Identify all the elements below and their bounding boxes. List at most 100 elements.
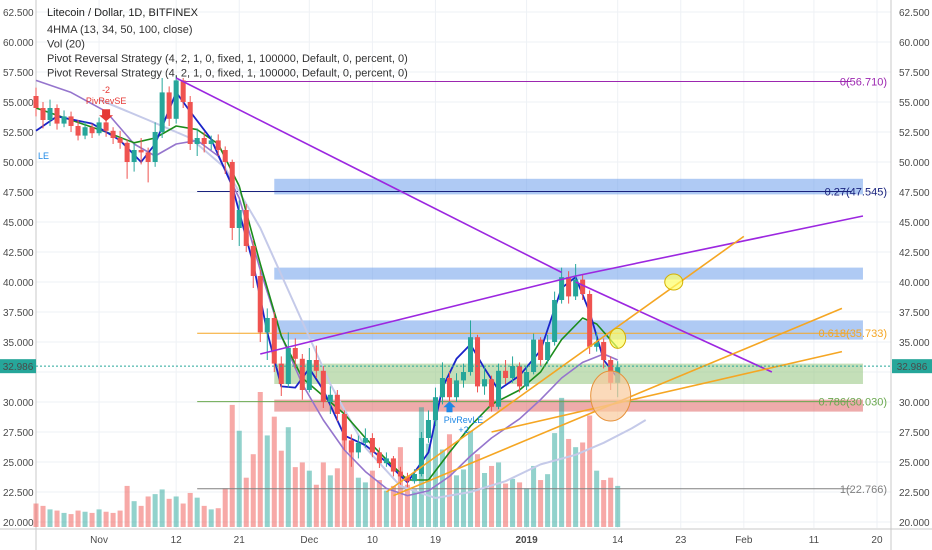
y-tick-label-right: 62.500 — [899, 8, 930, 19]
y-tick-label-right: 50.000 — [899, 158, 930, 169]
candle-body — [390, 458, 396, 472]
candle — [503, 360, 509, 384]
candle-body — [573, 279, 579, 297]
candle — [194, 128, 200, 156]
candle-body — [418, 438, 424, 474]
y-tick-label-left: 22.500 — [3, 488, 34, 499]
candle-body — [187, 102, 193, 144]
volume-bar — [180, 503, 186, 527]
y-tick-label-left: 30.000 — [3, 398, 34, 409]
candle — [376, 447, 382, 468]
candle — [208, 135, 214, 150]
y-tick-label-left: 35.000 — [3, 338, 34, 349]
volume-bar — [138, 505, 144, 527]
trendline — [260, 275, 576, 355]
trendline — [575, 281, 773, 373]
volume-bar — [503, 483, 509, 527]
volume-bar — [47, 509, 53, 527]
volume-bar — [439, 449, 445, 527]
volume-bar — [257, 392, 263, 527]
candle-body — [327, 394, 333, 402]
highlight-circle — [664, 273, 684, 291]
signal-qty: +2 — [458, 425, 468, 435]
volume-bar — [124, 485, 130, 527]
candle-body — [250, 246, 256, 276]
indicator-label: Pivot Reversal Strategy (4, 2, 1, 0, fix… — [47, 53, 408, 65]
candle — [180, 78, 186, 108]
candle — [580, 274, 586, 300]
candle-body — [517, 366, 523, 387]
candle — [145, 147, 151, 183]
candle — [446, 372, 453, 407]
signal-arrow-down — [99, 109, 114, 122]
volume-bar — [496, 462, 502, 527]
volume-bar — [446, 434, 453, 527]
candle-body — [538, 339, 544, 360]
candle-body — [278, 363, 284, 384]
candle-body — [222, 150, 228, 162]
candle-body — [194, 138, 200, 144]
zone-box — [274, 178, 863, 195]
candle — [566, 271, 572, 304]
candle-body — [397, 471, 403, 477]
fib-label: 0(56.710) — [840, 76, 887, 88]
candle — [61, 110, 67, 128]
trendlines — [175, 77, 864, 497]
price-badge-left-text: 32.986 — [3, 362, 34, 373]
y-tick-label-left: 47.500 — [3, 188, 34, 199]
candle — [166, 86, 172, 126]
x-tick-label: 12 — [171, 535, 183, 546]
candle-body — [545, 342, 551, 360]
candle-body — [439, 378, 445, 398]
candle — [432, 387, 438, 426]
candle-body — [236, 210, 242, 228]
candle — [334, 390, 340, 422]
volume-bar — [166, 498, 172, 527]
legend: Litecoin / Dollar, 1D, BITFINEX 4HMA (13,… — [47, 7, 408, 80]
candle — [68, 111, 74, 132]
candle — [264, 308, 270, 360]
volume-bar — [489, 465, 495, 527]
volume-bar — [271, 416, 277, 527]
candle — [538, 337, 544, 366]
candle — [460, 363, 467, 388]
y-tick-label-left: 40.000 — [3, 278, 34, 289]
candle — [453, 373, 460, 402]
x-tick-label: 20 — [871, 535, 883, 546]
y-tick-label-right: 45.000 — [899, 218, 930, 229]
volume-bar — [33, 503, 39, 527]
volume-bar — [390, 485, 396, 527]
candle-body — [159, 92, 165, 132]
candle-body — [453, 380, 460, 398]
candle — [552, 291, 558, 346]
candle — [404, 472, 410, 488]
candle — [517, 362, 523, 393]
signal-label: PivRevSE — [86, 96, 127, 106]
candle — [47, 99, 53, 126]
volume-bar — [187, 492, 193, 527]
candle-body — [82, 127, 88, 136]
candle-body — [208, 140, 214, 144]
volume-bar — [594, 470, 600, 527]
signal-label: PivRevLE — [444, 415, 484, 425]
price-badge-right-text: 32.986 — [897, 362, 928, 373]
candle-body — [299, 358, 305, 390]
candle — [439, 362, 445, 405]
candle — [75, 120, 81, 141]
candle-body — [432, 397, 438, 420]
volume-bar — [524, 488, 530, 527]
volume-bar — [460, 469, 467, 527]
volume-bar — [425, 443, 431, 527]
trendline — [575, 215, 864, 277]
volume-bar — [236, 430, 242, 527]
volume-bar — [615, 485, 621, 527]
fib-label: 0.786(30.030) — [819, 397, 888, 409]
candle — [138, 138, 144, 165]
candle — [54, 104, 60, 130]
volume-bar — [194, 497, 200, 527]
y-tick-label-right: 30.000 — [899, 398, 930, 409]
volume-bar — [348, 442, 354, 527]
candle — [131, 144, 137, 172]
candle — [40, 102, 46, 129]
